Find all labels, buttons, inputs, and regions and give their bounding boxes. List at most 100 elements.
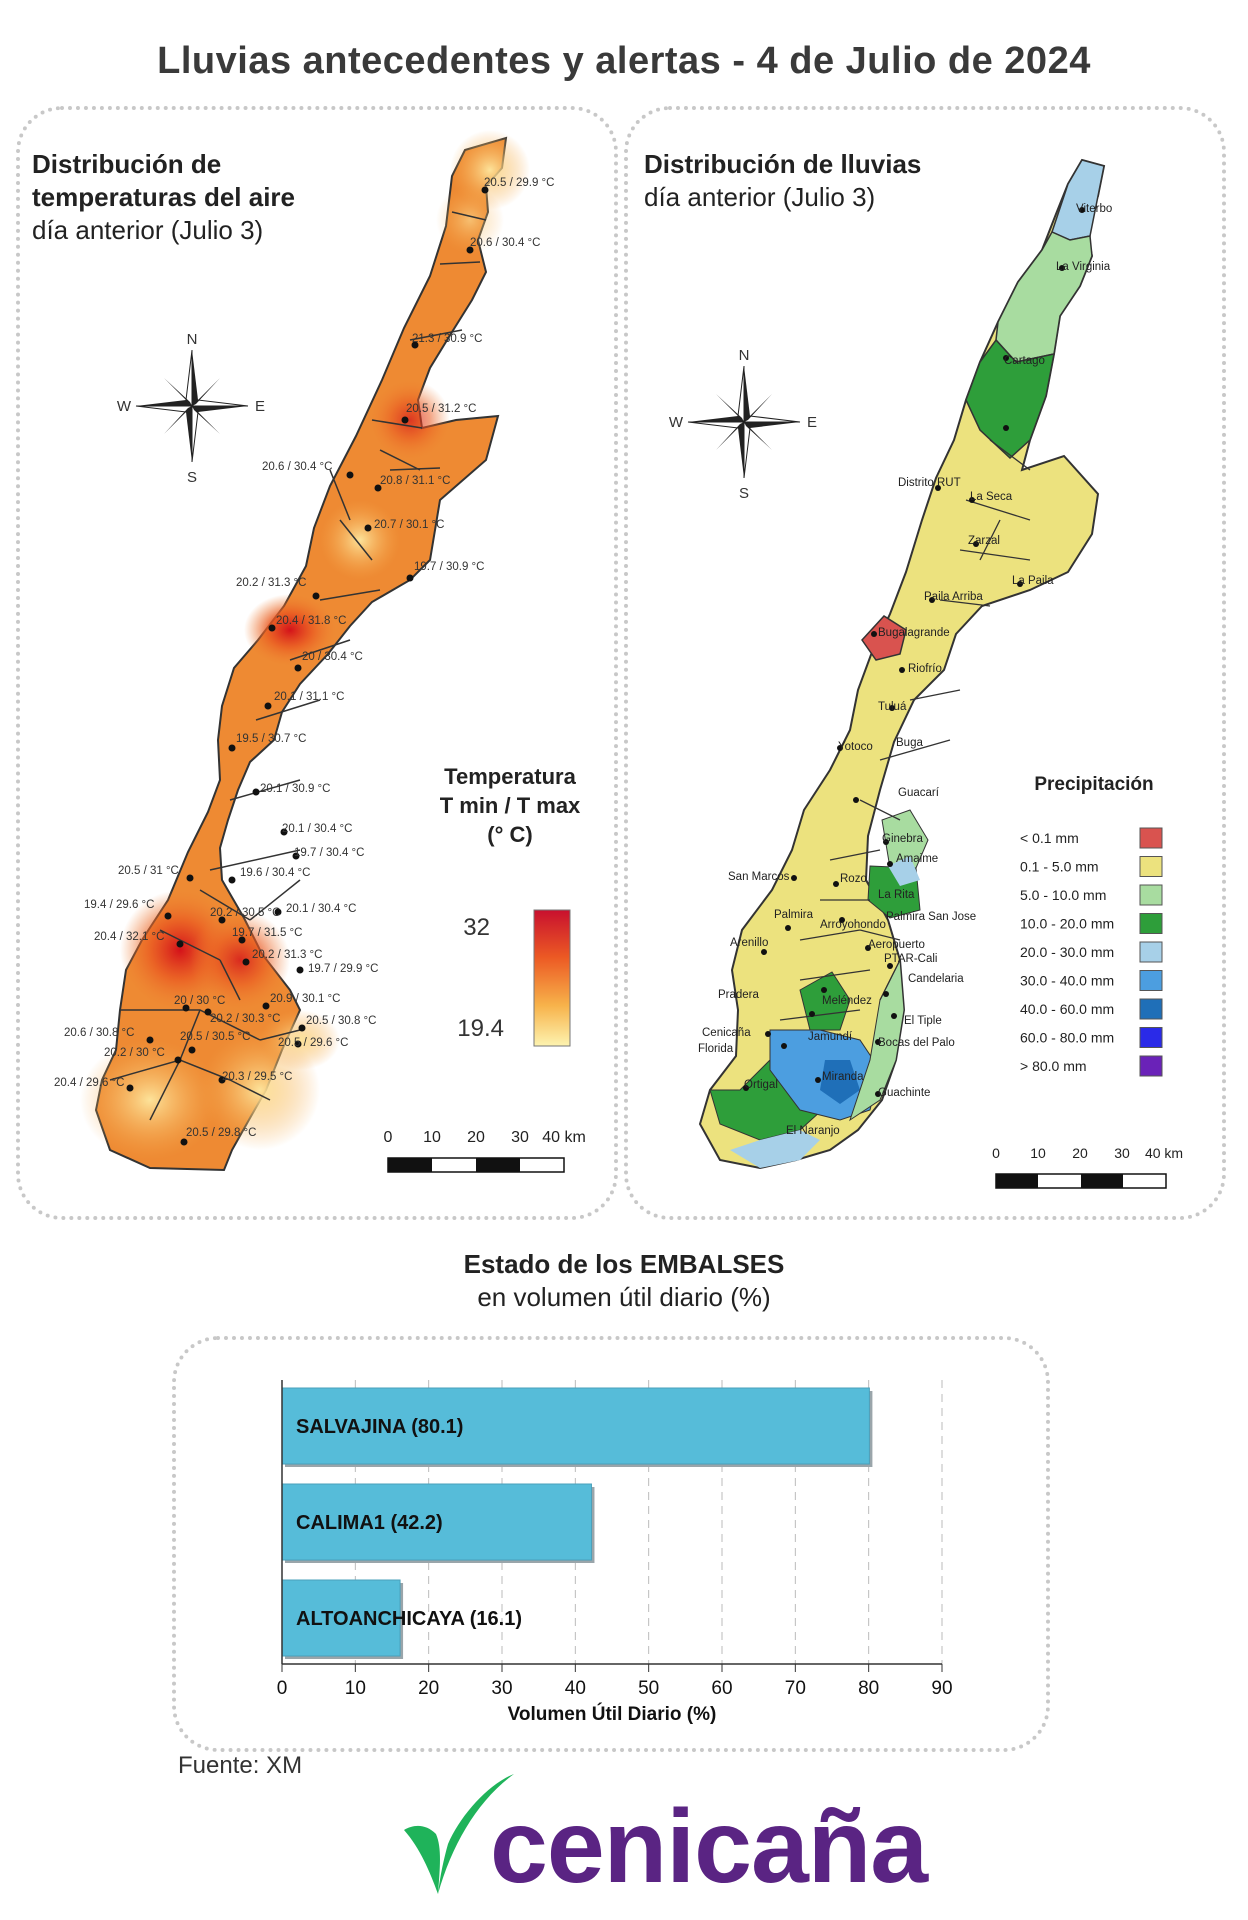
chart-tick-label: 30	[491, 1678, 512, 1699]
rain-town-label: Ortigal	[744, 1079, 778, 1091]
cenicana-logo-mark	[404, 1774, 514, 1894]
rain-station-dots	[743, 207, 1085, 1097]
compass-n: N	[187, 331, 198, 348]
reservoirs-title-bold: Estado de los EMBALSES	[463, 1249, 785, 1279]
precip-legend-swatch	[1139, 827, 1163, 849]
rain-town-label: La Seca	[970, 491, 1013, 503]
precip-legend-swatch	[1139, 998, 1163, 1020]
rain-town-label: Yotoco	[838, 741, 873, 753]
reservoirs-panel	[172, 1336, 1050, 1752]
temperature-station-label: 20.1 / 31.1 °C	[274, 691, 344, 703]
source-text: Fuente: XM	[178, 1752, 303, 1779]
temperature-station-label: 20.4 / 29.6 °C	[54, 1077, 124, 1089]
temperature-station-label: 20.5 / 31 °C	[118, 865, 179, 877]
temperature-station-label: 20 / 30 °C	[174, 995, 225, 1007]
temperature-station-label: 19.7 / 31.5 °C	[232, 927, 302, 939]
temperature-station-label: 19.7 / 30.9 °C	[414, 561, 484, 573]
precip-legend-swatch	[1139, 1055, 1163, 1077]
rain-town-label: El Tiple	[904, 1015, 942, 1027]
rain-town-label: PTAR-Cali	[884, 953, 937, 965]
rain-scale-labels: 0 10 20 30 40 km	[992, 1145, 1183, 1161]
cenicana-logo-text: cenicaña	[490, 1789, 928, 1905]
compass-s: S	[739, 485, 749, 502]
precip-legend-label: 40.0 - 60.0 mm	[1020, 1001, 1114, 1017]
rain-town-label: El Naranjo	[786, 1125, 840, 1137]
temperature-legend-title-line3: (° C)	[487, 822, 533, 847]
page-title: Lluvias antecedentes y alertas - 4 de Ju…	[157, 40, 1091, 82]
temperature-station-label: 20.5 / 29.9 °C	[484, 177, 554, 189]
rain-town-label: Tuluá	[878, 701, 907, 713]
temperature-station-label: 19.6 / 30.4 °C	[240, 867, 310, 879]
precip-legend-title: Precipitación	[1034, 774, 1153, 795]
rain-town-label: La Virginia	[1056, 261, 1111, 273]
scale-label: 0	[384, 1129, 393, 1146]
rain-town-label: Zarzal	[968, 535, 1000, 547]
rain-town-label: Bugalagrande	[878, 627, 950, 639]
precip-legend-label: 5.0 - 10.0 mm	[1020, 887, 1106, 903]
precip-legend: < 0.1 mm 0.1 - 5.0 mm 5.0 - 10.0 mm 10.0 - …	[1020, 827, 1163, 1077]
scale-label: 10	[423, 1129, 441, 1146]
temperature-station-label: 20.6 / 30.4 °C	[262, 461, 332, 473]
chart-bar-label: ALTOANCHICAYA (16.1)	[296, 1608, 522, 1630]
temperature-station-label: 19.5 / 30.7 °C	[236, 733, 306, 745]
temperature-panel	[16, 106, 618, 1220]
temperature-subtitle: día anterior (Julio 3)	[32, 215, 264, 245]
chart-tick-label: 80	[858, 1678, 879, 1699]
temperature-legend-title-line1: Temperatura	[444, 764, 576, 789]
rain-town-label: Aeropuerto	[868, 939, 925, 951]
temperature-panel-title: Distribución de temperaturas del aire dí…	[32, 148, 295, 247]
precip-legend-label: < 0.1 mm	[1020, 830, 1079, 846]
rain-title: Distribución de lluvias	[644, 149, 922, 179]
chart-xlabel: Volumen Útil Diario (%)	[508, 1703, 717, 1725]
rain-town-label: Riofrío	[908, 663, 942, 675]
chart-tick-label: 10	[345, 1678, 366, 1699]
temperature-station-label: 21.3 / 30.9 °C	[412, 333, 482, 345]
scale-label: 20	[467, 1129, 485, 1146]
rain-town-label: Distrito RUT	[898, 477, 961, 489]
rain-town-label: Candelaria	[908, 973, 964, 985]
rain-town-label: Florida	[698, 1043, 734, 1055]
precip-legend-swatch	[1139, 884, 1163, 906]
precip-legend-swatch	[1139, 913, 1163, 934]
temperature-station-dots	[126, 186, 489, 1146]
chart-bar	[281, 1387, 870, 1465]
chart-tick-label: 40	[565, 1678, 586, 1699]
temperature-title-line2: temperaturas del aire	[32, 182, 296, 212]
temperature-title-line1: Distribución de	[32, 149, 222, 179]
reservoirs-subtitle: en volumen útil diario (%)	[477, 1282, 771, 1312]
chart-bar	[281, 1579, 401, 1657]
compass-s: S	[187, 469, 197, 486]
scale-label: 0	[992, 1145, 1000, 1161]
rain-town-label: Amaime	[896, 853, 938, 865]
rain-town-label: Miranda	[822, 1071, 864, 1083]
temperature-station-label: 20.9 / 30.1 °C	[270, 993, 340, 1005]
temperature-station-label: 20.2 / 31.3 °C	[236, 577, 306, 589]
compass-e: E	[807, 414, 817, 431]
temperature-station-label: 20.1 / 30.4 °C	[286, 903, 356, 915]
rain-town-label: Arenillo	[730, 937, 768, 949]
chart-tick-label: 90	[931, 1678, 952, 1699]
precip-legend-swatch	[1139, 856, 1163, 877]
precip-legend-swatch	[1139, 1027, 1163, 1048]
temperature-station-label: 20.5 / 29.6 °C	[278, 1037, 348, 1049]
chart-tick-label: 20	[418, 1678, 439, 1699]
compass-rose-temperature: N S E W	[117, 331, 265, 486]
rain-town-label: Meléndez	[822, 995, 872, 1007]
rain-scale-bar	[995, 1173, 1167, 1189]
rain-town-label: Jamundí	[808, 1031, 853, 1043]
chart-tick-label: 70	[785, 1678, 806, 1699]
rain-panel-title: Distribución de lluvias día anterior (Ju…	[644, 148, 921, 214]
temperature-station-label: 20.2 / 30.3 °C	[210, 1013, 280, 1025]
compass-n: N	[739, 347, 750, 364]
temperature-station-label: 20.2 / 30.5 °C	[210, 907, 280, 919]
reservoirs-title: Estado de los EMBALSES en volumen útil d…	[0, 1248, 1248, 1314]
temperature-station-label: 20.6 / 30.4 °C	[470, 237, 540, 249]
precip-legend-label: 20.0 - 30.0 mm	[1020, 944, 1114, 960]
temperature-station-label: 20.5 / 30.8 °C	[306, 1015, 376, 1027]
temperature-station-label: 20 / 30.4 °C	[302, 651, 363, 663]
temperature-station-label: 20.3 / 29.5 °C	[222, 1071, 292, 1083]
rain-town-label: Ginebra	[882, 833, 924, 845]
rain-town-label: Rozo	[840, 873, 867, 885]
